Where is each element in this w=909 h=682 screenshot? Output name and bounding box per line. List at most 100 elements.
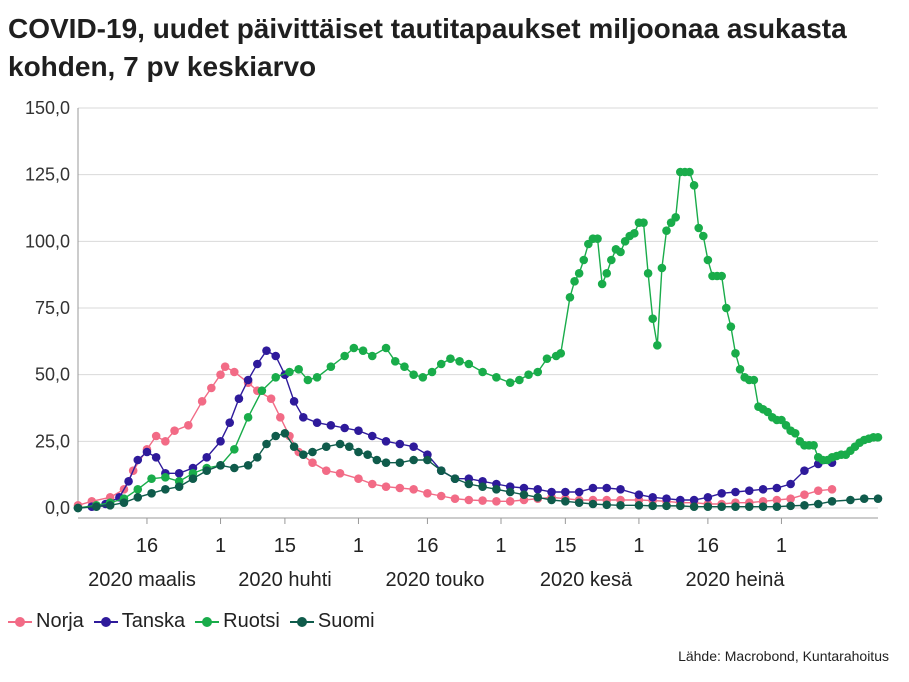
data-point-ruotsi: [524, 370, 533, 379]
month-label: 2020 heinä: [686, 569, 786, 591]
data-point-norja: [321, 466, 331, 475]
x-tick-label: 1: [495, 535, 506, 557]
x-tick-label: 16: [136, 535, 158, 557]
data-point-ruotsi: [133, 485, 143, 494]
data-point-suomi: [827, 497, 837, 506]
series-line-norja: [77, 365, 833, 507]
data-point-norja: [367, 479, 377, 489]
data-point-suomi: [298, 450, 308, 459]
data-point-tanska: [298, 413, 308, 422]
data-point-ruotsi: [478, 367, 487, 377]
data-point-norja: [786, 494, 795, 503]
x-tick-label: 16: [416, 535, 438, 557]
data-point-tanska: [662, 494, 671, 503]
data-point-tanska: [717, 489, 726, 498]
data-point-ruotsi: [671, 213, 681, 222]
data-point-tanska: [262, 346, 271, 355]
data-point-ruotsi: [597, 279, 607, 289]
data-point-ruotsi: [367, 351, 377, 361]
data-point-ruotsi: [648, 314, 658, 323]
data-point-suomi: [73, 503, 83, 513]
data-point-ruotsi: [574, 269, 584, 278]
data-point-norja: [813, 486, 823, 495]
data-point-ruotsi: [340, 351, 349, 361]
data-point-suomi: [689, 502, 699, 511]
data-point-tanska: [772, 483, 782, 493]
data-point-ruotsi: [593, 234, 602, 243]
data-point-norja: [464, 495, 474, 505]
data-point-ruotsi: [326, 362, 336, 371]
legend-item-norja: Norja: [8, 610, 84, 633]
data-point-ruotsi: [312, 373, 322, 382]
data-point-ruotsi: [721, 303, 731, 313]
legend-label-suomi: Suomi: [317, 610, 375, 632]
data-point-ruotsi: [409, 370, 418, 379]
data-point-ruotsi: [515, 375, 524, 385]
data-point-suomi: [363, 450, 372, 459]
data-point-tanska: [409, 442, 418, 451]
data-point-tanska: [151, 453, 161, 462]
data-point-suomi: [335, 439, 345, 449]
data-point-tanska: [174, 469, 184, 478]
data-point-norja: [827, 485, 837, 494]
data-point-suomi: [492, 485, 501, 494]
data-point-suomi: [354, 447, 363, 457]
data-point-tanska: [326, 421, 336, 430]
data-point-norja: [436, 491, 446, 501]
data-point-tanska: [225, 418, 235, 427]
data-point-ruotsi: [643, 269, 653, 278]
data-point-suomi: [662, 501, 671, 511]
data-point-suomi: [574, 498, 584, 507]
data-point-ruotsi: [790, 429, 800, 438]
legend-label-ruotsi: Ruotsi: [223, 610, 280, 632]
data-point-suomi: [478, 482, 487, 491]
data-point-suomi: [717, 502, 726, 511]
data-point-tanska: [202, 453, 212, 462]
data-point-ruotsi: [400, 362, 409, 371]
data-point-suomi: [230, 463, 239, 473]
data-point-ruotsi: [616, 247, 625, 257]
data-point-suomi: [436, 466, 446, 475]
data-point-ruotsi: [271, 373, 281, 382]
data-point-tanska: [561, 487, 570, 497]
data-point-suomi: [243, 461, 253, 470]
data-point-ruotsi: [570, 277, 579, 286]
data-point-suomi: [147, 489, 156, 498]
data-point-tanska: [744, 486, 754, 495]
data-point-tanska: [216, 437, 225, 446]
data-point-ruotsi: [749, 375, 759, 385]
legend: Norja Tanska Ruotsi Suomi: [8, 610, 375, 633]
data-point-tanska: [602, 483, 612, 493]
data-point-suomi: [253, 453, 262, 462]
data-point-ruotsi: [257, 386, 267, 395]
data-point-norja: [450, 494, 460, 503]
data-point-ruotsi: [657, 263, 667, 273]
data-point-ruotsi: [662, 226, 671, 235]
data-point-suomi: [381, 458, 391, 467]
data-point-tanska: [395, 439, 405, 449]
data-point-tanska: [142, 447, 152, 457]
data-point-norja: [423, 489, 432, 498]
legend-item-suomi: Suomi: [289, 610, 375, 633]
data-point-tanska: [731, 487, 740, 497]
data-point-tanska: [289, 397, 299, 406]
data-point-ruotsi: [294, 365, 303, 374]
month-label: 2020 kesä: [540, 569, 633, 591]
data-point-suomi: [602, 500, 612, 510]
data-point-norja: [230, 367, 239, 377]
data-point-suomi: [772, 502, 782, 511]
data-point-suomi: [703, 502, 713, 511]
data-point-ruotsi: [243, 413, 253, 422]
data-point-suomi: [133, 493, 143, 502]
data-point-suomi: [859, 494, 869, 503]
data-point-ruotsi: [579, 255, 589, 265]
data-point-norja: [335, 469, 345, 478]
data-point-ruotsi: [703, 255, 713, 265]
data-point-tanska: [574, 487, 584, 497]
data-point-ruotsi: [639, 218, 648, 227]
data-point-ruotsi: [698, 231, 708, 241]
data-point-suomi: [744, 502, 754, 511]
data-point-suomi: [846, 495, 855, 505]
data-point-tanska: [786, 479, 795, 489]
